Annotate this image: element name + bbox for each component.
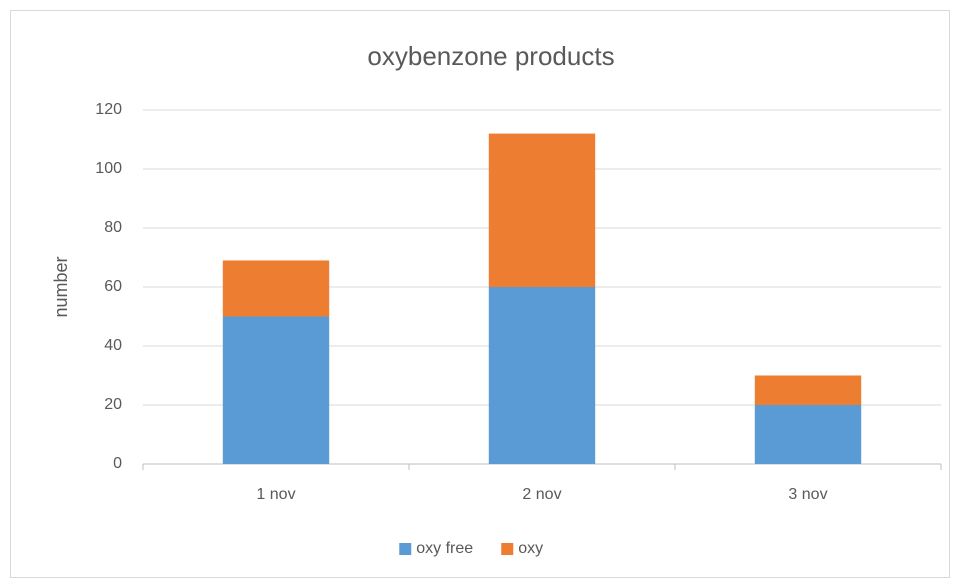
y-tick-label: 100 <box>95 160 122 177</box>
y-tick-label: 60 <box>104 278 122 295</box>
y-tick-label: 80 <box>104 219 122 236</box>
chart-title: oxybenzone products <box>367 41 614 71</box>
x-tick-label: 3 nov <box>788 486 827 503</box>
x-tick-label: 2 nov <box>522 486 561 503</box>
y-axis-label: number <box>51 256 71 317</box>
y-tick-label: 40 <box>104 337 122 354</box>
bar <box>754 375 862 405</box>
bar <box>488 133 596 287</box>
legend-label: oxy free <box>416 540 473 557</box>
bar <box>488 287 596 464</box>
y-tick-label: 20 <box>104 396 122 413</box>
x-tick-label: 1 nov <box>256 486 295 503</box>
legend-label: oxy <box>518 540 543 557</box>
y-tick-label: 120 <box>95 101 122 118</box>
chart-border <box>10 10 950 578</box>
legend-swatch <box>399 543 412 555</box>
bar <box>222 316 330 464</box>
y-tick-label: 0 <box>113 455 122 472</box>
legend-swatch <box>501 543 514 555</box>
bar <box>754 405 862 464</box>
bar <box>222 260 330 317</box>
